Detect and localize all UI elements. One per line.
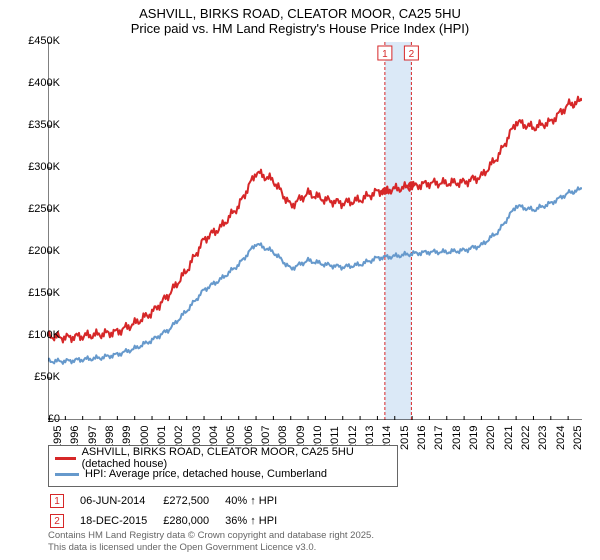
- chart-title: ASHVILL, BIRKS ROAD, CLEATOR MOOR, CA25 …: [0, 6, 600, 21]
- y-tick-label: £250K: [28, 203, 60, 215]
- y-tick-label: £200K: [28, 245, 60, 257]
- svg-text:2: 2: [409, 49, 415, 60]
- title-block: ASHVILL, BIRKS ROAD, CLEATOR MOOR, CA25 …: [0, 0, 600, 36]
- legend-label: ASHVILL, BIRKS ROAD, CLEATOR MOOR, CA25 …: [82, 446, 391, 470]
- marker-row: 2 18-DEC-2015 £280,000 36% ↑ HPI: [50, 512, 291, 530]
- x-tick-label: 2023: [537, 426, 549, 450]
- footer-line: Contains HM Land Registry data © Crown c…: [48, 530, 374, 542]
- chart-subtitle: Price paid vs. HM Land Registry's House …: [0, 21, 600, 36]
- x-tick-label: 2021: [503, 426, 515, 450]
- y-tick-label: £50K: [34, 371, 60, 383]
- marker-date: 06-JUN-2014: [80, 492, 161, 510]
- chart-container: ASHVILL, BIRKS ROAD, CLEATOR MOOR, CA25 …: [0, 0, 600, 560]
- marker-price: £280,000: [163, 512, 223, 530]
- legend-box: ASHVILL, BIRKS ROAD, CLEATOR MOOR, CA25 …: [48, 445, 398, 487]
- y-tick-label: £350K: [28, 119, 60, 131]
- marker-badge: 1: [50, 494, 64, 508]
- markers-table: 1 06-JUN-2014 £272,500 40% ↑ HPI 2 18-DE…: [48, 490, 293, 532]
- x-tick-label: 2019: [468, 426, 480, 450]
- marker-date: 18-DEC-2015: [80, 512, 161, 530]
- marker-price: £272,500: [163, 492, 223, 510]
- footer-line: This data is licensed under the Open Gov…: [48, 542, 374, 554]
- plot-area: 12: [48, 42, 582, 420]
- y-tick-label: £100K: [28, 329, 60, 341]
- marker-delta: 40% ↑ HPI: [225, 492, 291, 510]
- x-tick-label: 2022: [520, 426, 532, 450]
- y-tick-label: £300K: [28, 161, 60, 173]
- x-tick-label: 2016: [416, 426, 428, 450]
- x-tick-label: 2017: [433, 426, 445, 450]
- legend-label: HPI: Average price, detached house, Cumb…: [85, 468, 327, 480]
- legend-swatch: [55, 473, 79, 476]
- svg-text:1: 1: [382, 49, 388, 60]
- x-tick-label: 2020: [485, 426, 497, 450]
- plot-svg: 12: [48, 42, 582, 420]
- x-tick-label: 2015: [399, 426, 411, 450]
- x-tick-label: 2024: [555, 426, 567, 450]
- y-tick-label: £450K: [28, 35, 60, 47]
- y-tick-label: £400K: [28, 77, 60, 89]
- marker-delta: 36% ↑ HPI: [225, 512, 291, 530]
- footer: Contains HM Land Registry data © Crown c…: [48, 530, 374, 554]
- y-tick-label: £0: [48, 413, 60, 425]
- legend-row: ASHVILL, BIRKS ROAD, CLEATOR MOOR, CA25 …: [55, 450, 391, 466]
- y-tick-label: £150K: [28, 287, 60, 299]
- x-tick-label: 2018: [451, 426, 463, 450]
- x-tick-label: 2025: [572, 426, 584, 450]
- marker-badge: 2: [50, 514, 64, 528]
- legend-swatch: [55, 457, 76, 460]
- marker-row: 1 06-JUN-2014 £272,500 40% ↑ HPI: [50, 492, 291, 510]
